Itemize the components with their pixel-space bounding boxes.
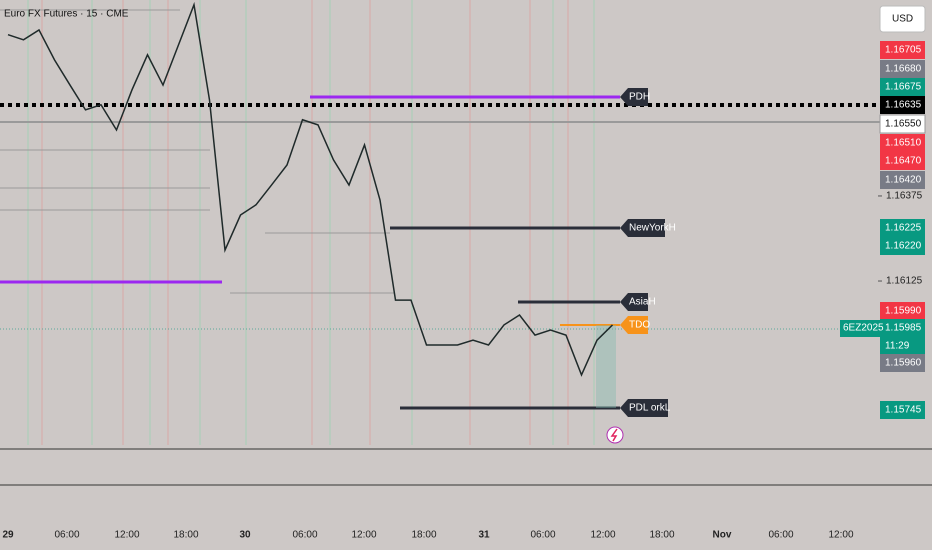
y-tick-label: 1.16125 — [886, 276, 923, 287]
level-label: PDL orkL — [629, 403, 671, 414]
symbol: 6EZ2025 — [843, 323, 884, 334]
alert-bolt — [610, 428, 618, 442]
price-badge-label: 1.16550 — [885, 119, 922, 130]
price-badge-label: 1.15990 — [885, 306, 922, 317]
price-badge-label: 1.16225 — [885, 223, 922, 234]
price-badge — [880, 78, 925, 96]
x-tick-label: 18:00 — [173, 530, 198, 541]
price-badge — [880, 134, 925, 152]
level-lines — [0, 9, 932, 486]
price-badge — [880, 96, 925, 114]
level-badge — [620, 399, 668, 417]
price-badge-label: 1.16420 — [885, 175, 922, 186]
y-tick-label: 1.16375 — [886, 191, 923, 202]
price-badge — [880, 41, 925, 59]
price-badge-label: 1.15985 — [885, 323, 922, 334]
price-line — [7, 1, 614, 377]
level-badge — [620, 219, 665, 237]
price-badge — [880, 219, 925, 237]
price-badge — [880, 60, 925, 78]
price-badge-label: 1.16470 — [885, 156, 922, 167]
currency[interactable]: USD — [892, 14, 913, 25]
x-tick-label: 18:00 — [411, 530, 436, 541]
x-tick-label: 30 — [239, 530, 251, 541]
price-badge — [880, 152, 925, 170]
x-tick-label: 18:00 — [649, 530, 674, 541]
price-badge — [880, 354, 925, 372]
x-tick-label: 12:00 — [590, 530, 615, 541]
x-tick-label: 06:00 — [54, 530, 79, 541]
price-badge-label: 1.16675 — [885, 82, 922, 93]
price-badge-label: 1.16680 — [885, 64, 922, 75]
price-badge-label: 1.16510 — [885, 138, 922, 149]
x-tick-label: 12:00 — [114, 530, 139, 541]
price-badge-label: 1.15745 — [885, 405, 922, 416]
countdown: 11:29 — [885, 341, 910, 352]
alert-icon[interactable] — [606, 426, 624, 444]
level-label: PDH — [629, 92, 650, 103]
price-badge — [880, 171, 925, 189]
price-badge-label: 1.16705 — [885, 45, 922, 56]
price-badge-label: 1.16635 — [885, 100, 922, 111]
price-badge-label: 1.15960 — [885, 358, 922, 369]
level-label: TDO — [629, 320, 650, 331]
x-tick-label: 06:00 — [530, 530, 555, 541]
level-badge — [620, 293, 648, 311]
price-badge — [880, 237, 925, 255]
level-label: NewYorkH — [629, 223, 676, 234]
price-badge — [880, 401, 925, 419]
level-label: AsiaH — [629, 297, 656, 308]
x-tick-label: 12:00 — [351, 530, 376, 541]
countdown-bg — [880, 337, 925, 354]
price-badge-label: 1.16220 — [885, 241, 922, 252]
x-tick-label: 06:00 — [768, 530, 793, 541]
x-tick-label: Nov — [713, 530, 732, 541]
currency-button[interactable] — [879, 5, 926, 33]
level-badge — [620, 316, 648, 334]
level-badge — [620, 88, 648, 106]
symbol-badge — [840, 320, 880, 337]
price-badge — [880, 319, 925, 337]
price-badge — [879, 114, 926, 134]
x-tick-label: 06:00 — [292, 530, 317, 541]
x-tick-label: 29 — [2, 530, 14, 541]
x-tick-label: 12:00 — [828, 530, 853, 541]
price-badge — [880, 302, 925, 320]
chart-title: Euro FX Futures · 15 · CME — [4, 9, 129, 20]
x-tick-label: 31 — [478, 530, 490, 541]
